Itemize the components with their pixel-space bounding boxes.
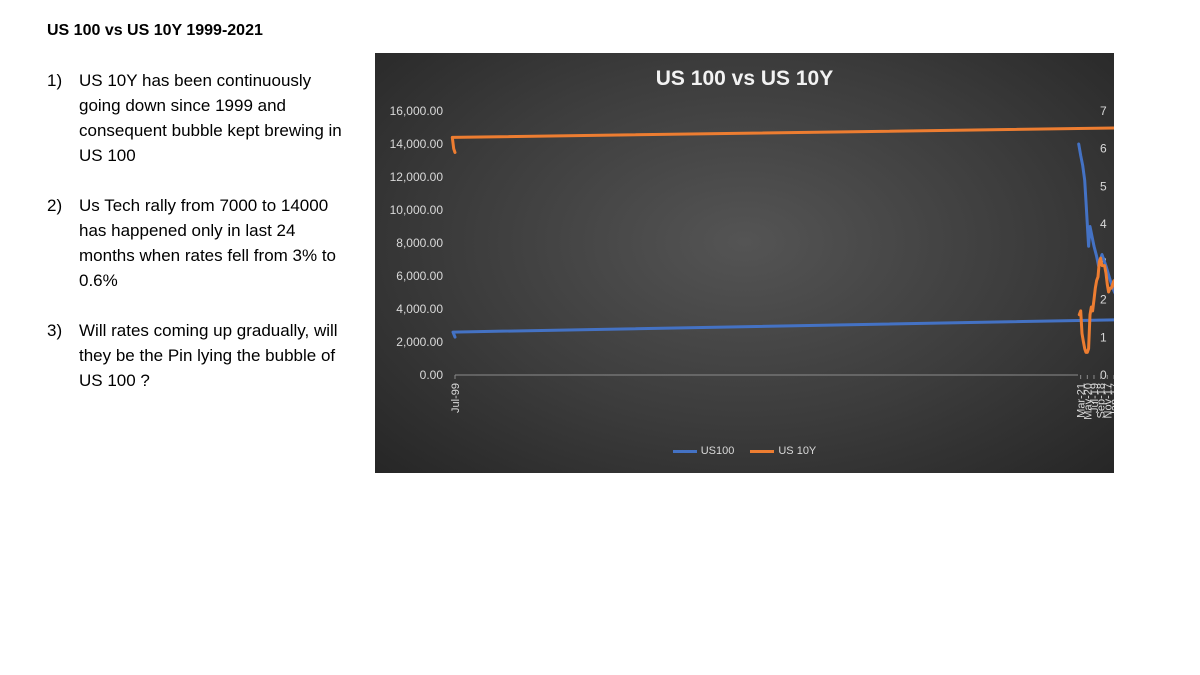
notes-list: 1) US 10Y has been continuously going do… [47,68,347,418]
chart-legend: US100 US 10Y [375,445,1114,457]
note-text: Us Tech rally from 7000 to 14000 has hap… [79,196,337,290]
y-right-tick-label: 1 [1100,330,1107,344]
x-tick-label: Nov-17 [1102,383,1114,418]
chart-title: US 100 vs US 10Y [655,67,834,90]
slide-title: US 100 vs US 10Y 1999-2021 [47,22,263,39]
x-tick-label: Mar-21 [1076,383,1088,418]
x-tick-label: Jul-19 [1089,383,1101,413]
note-number: 2) [47,196,63,215]
y-left-tick-label: 12,000.00 [390,170,444,184]
y-left-tick-label: 6,000.00 [396,269,443,283]
note-item: 3) Will rates coming up gradually, will … [47,318,347,393]
y-right-tick-label: 0 [1100,368,1107,382]
note-item: 1) US 10Y has been continuously going do… [47,68,347,168]
legend-label-us100: US100 [700,445,735,457]
y-left-tick-label: 16,000.00 [390,104,444,118]
x-tick-label: Jan-17 [1109,383,1114,417]
legend-item-us10y: US 10Y [750,445,816,457]
note-text: US 10Y has been continuously going down … [79,71,342,165]
note-item: 2) Us Tech rally from 7000 to 14000 has … [47,193,347,293]
y-left-tick-label: 0.00 [420,368,444,382]
chart-container: US 100 vs US 10Y 0.00 2,000.00 4,000.00 6,0… [375,53,1114,473]
series-line-us10y [450,126,1114,354]
y-right-tick-label: 5 [1100,179,1107,193]
legend-swatch-us10y [750,449,775,453]
x-tick-label: Jul-99 [450,383,462,413]
y-left-tick-label: 8,000.00 [396,236,443,250]
y-right-tick-label: 6 [1100,142,1107,156]
legend-label-us10y: US 10Y [778,445,817,457]
series-line-us100 [451,142,1114,339]
legend-swatch-us100 [672,449,697,453]
y-left-tick-label: 10,000.00 [390,203,444,217]
y-left-tick-label: 2,000.00 [396,335,443,349]
x-tick-label: May-20 [1082,383,1094,420]
legend-item-us100: US100 [672,445,735,457]
y-right-tick-label: 2 [1100,293,1107,307]
y-left-tick-label: 14,000.00 [390,137,444,151]
y-right-tick-label: 4 [1100,217,1107,231]
note-text: Will rates coming up gradually, will the… [79,321,338,390]
note-number: 1) [47,71,63,90]
y-right-tick-label: 7 [1100,104,1107,118]
x-tick-label: Sep-18 [1096,383,1108,418]
y-left-tick-label: 4,000.00 [396,302,443,316]
line-chart: 0.00 2,000.00 4,000.00 6,000.00 8,000.00 10,0… [390,104,1114,420]
note-number: 3) [47,321,63,340]
